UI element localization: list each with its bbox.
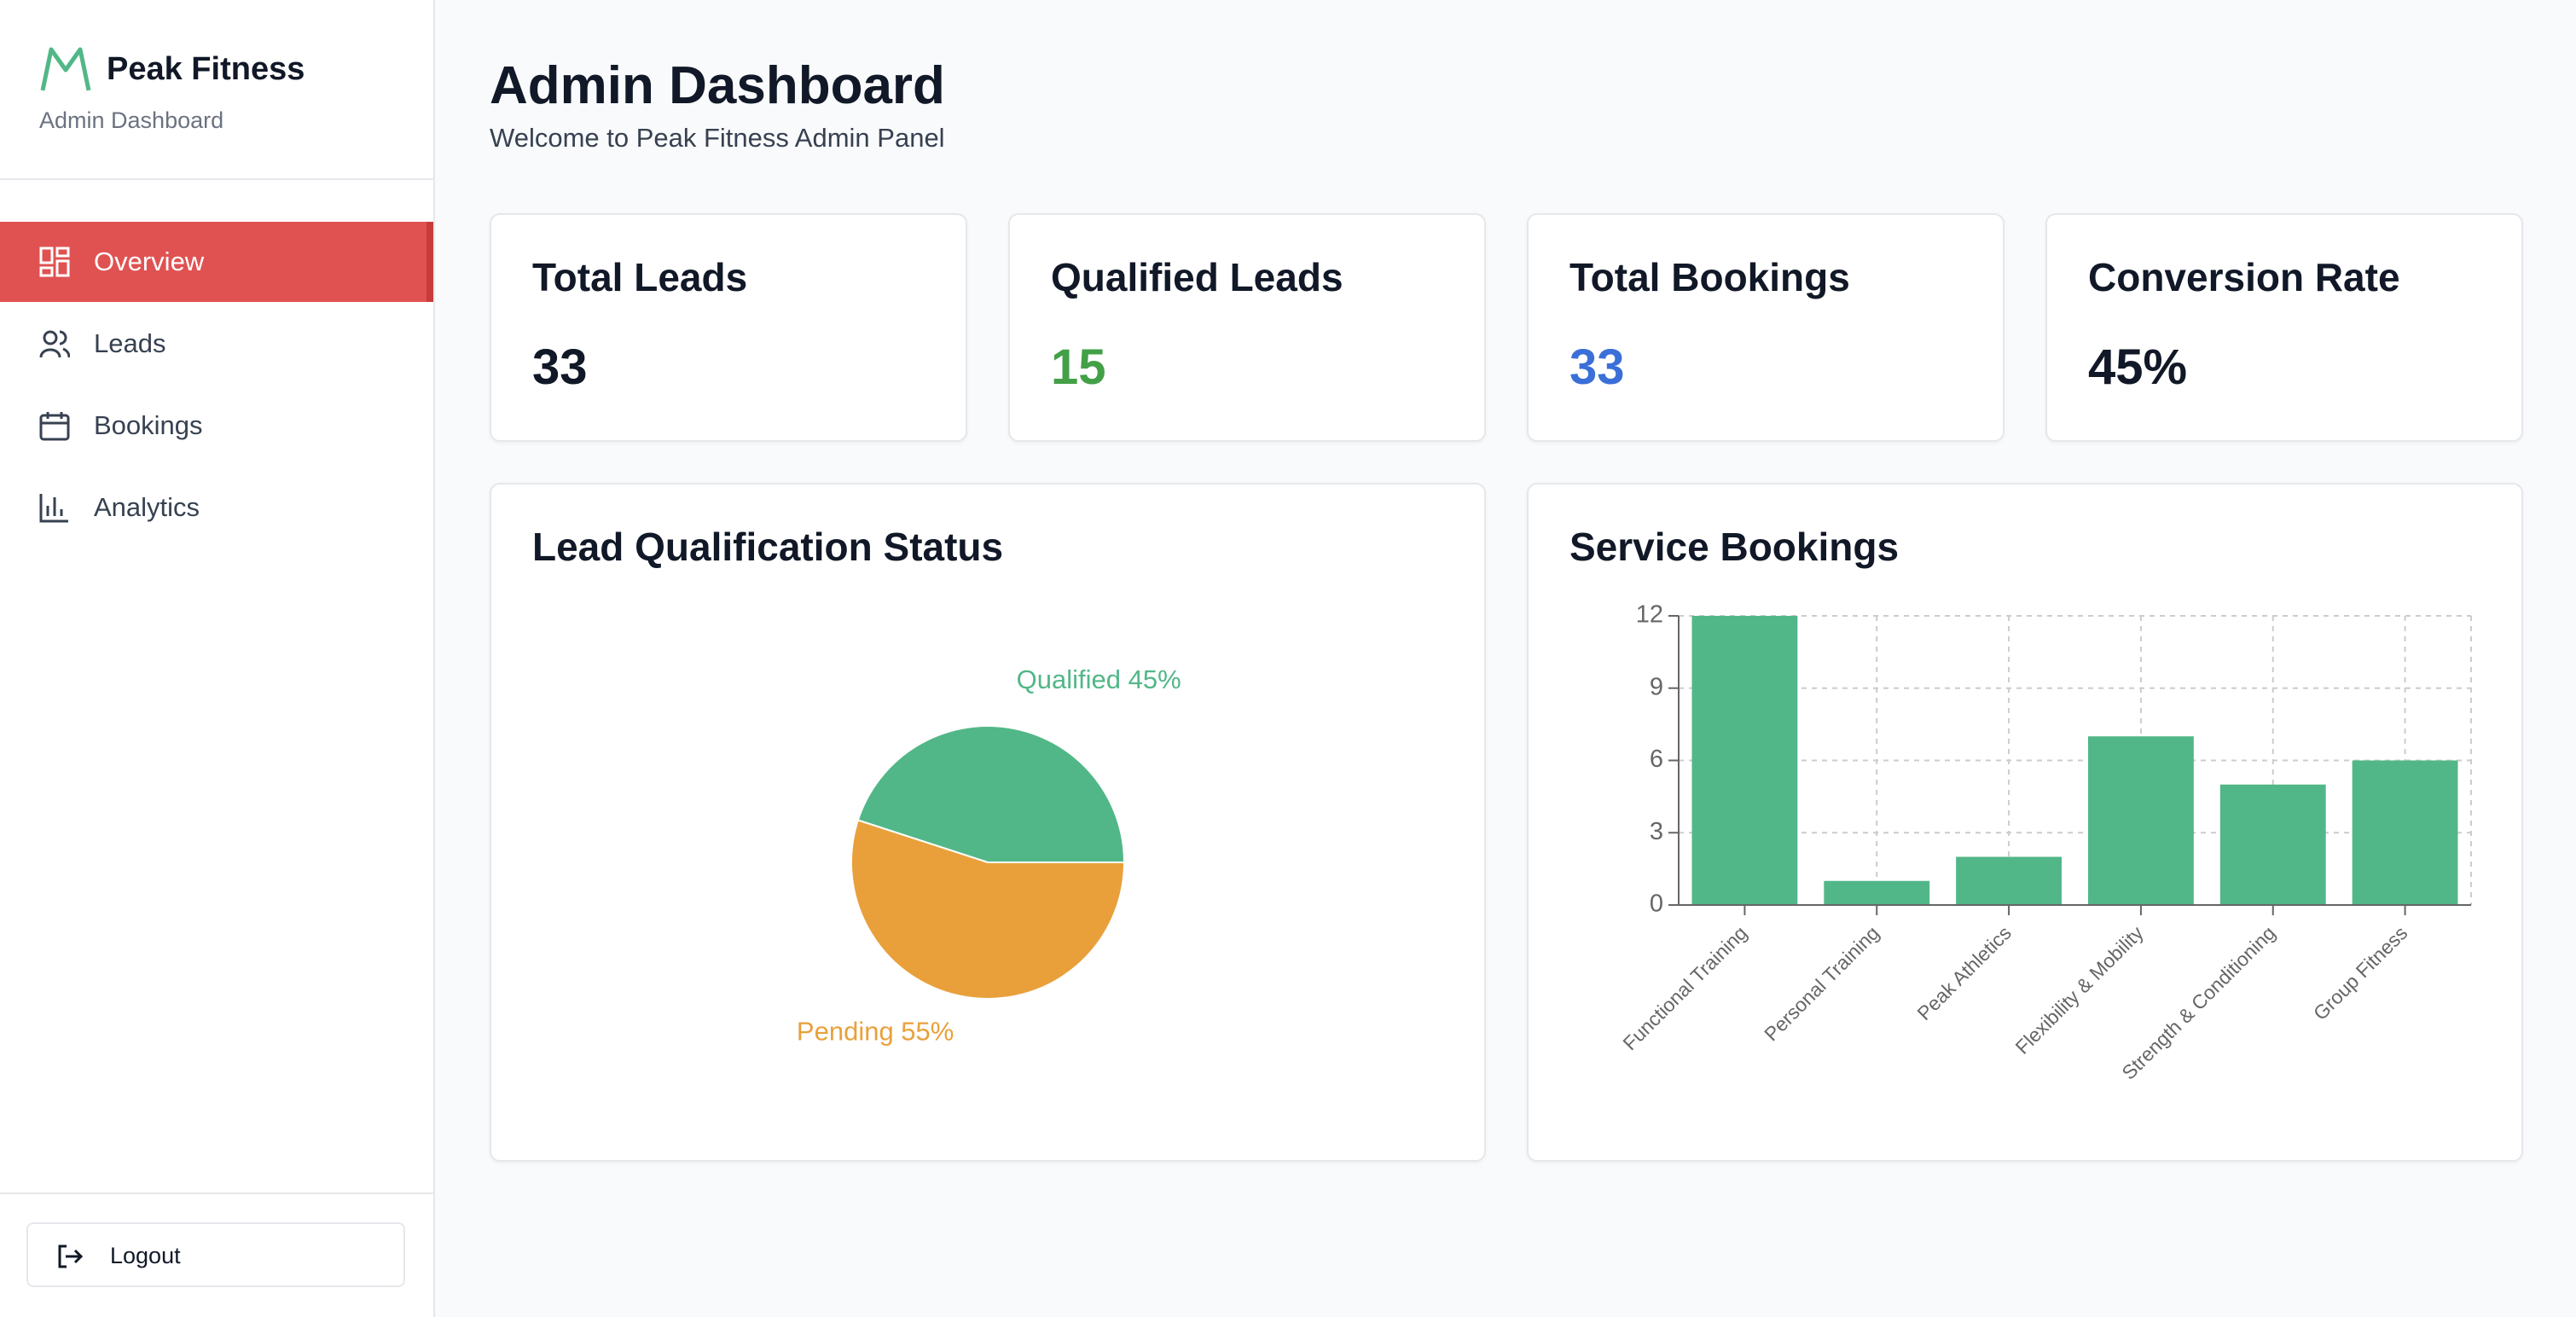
nav-item[interactable]: Bookings [0,386,433,466]
x-tick-label: Group Fitness [2309,921,2412,1024]
stat-label: Qualified Leads [1051,255,1343,299]
pie-label: Qualified 45% [1017,664,1181,694]
nav-label: Overview [94,247,205,276]
x-tick-label: Flexibility & Mobility [2010,921,2148,1059]
y-tick-label: 6 [1650,746,1663,773]
logo [40,47,91,91]
nav-item[interactable]: Leads [0,304,433,384]
stat-card: Conversion Rate 45% [2045,213,2523,442]
y-tick-label: 3 [1650,818,1663,845]
nav-label: Analytics [94,492,200,522]
divider [0,178,433,180]
logout-button[interactable]: Logout [26,1222,405,1287]
divider [0,1192,433,1194]
stat-value: 45% [2088,339,2188,395]
bar [1824,880,1930,905]
stat-label: Total Bookings [1569,255,1850,299]
page-subtitle: Welcome to Peak Fitness Admin Panel [490,123,945,153]
sidebar: Peak Fitness Admin Dashboard Overview Le… [0,0,435,1317]
pie-slice [850,819,1126,1000]
nav-item[interactable]: Overview [0,222,433,302]
stat-value: 33 [532,339,588,395]
icon [39,494,68,523]
nav-item[interactable]: Analytics [0,467,433,548]
x-tick-label: Peak Athletics [1912,921,2016,1024]
stat-card: Total Bookings 33 [1527,213,2005,442]
pie-label: Pending 55% [797,1017,954,1047]
stat-card: Qualified Leads 15 [1008,213,1486,442]
icon [39,247,70,277]
x-tick-label: Strength & Conditioning [2117,921,2279,1083]
pie-slice [856,725,1126,863]
bar [1956,856,2063,905]
chart-title: Lead Qualification Status [532,525,1004,569]
y-tick-label: 12 [1636,601,1663,629]
chart-title: Service Bookings [1569,525,1900,569]
x-tick-label: Functional Training [1618,921,1751,1054]
icon [58,1244,83,1268]
stat-label: Total Leads [532,255,748,299]
x-tick-label: Personal Training [1760,921,1883,1045]
bar [2087,736,2194,905]
y-tick-label: 0 [1650,891,1663,918]
brand: Peak Fitness [107,51,305,87]
logout-label: Logout [110,1243,181,1268]
nav-label: Bookings [94,410,203,440]
icon [39,412,70,441]
icon [39,330,70,358]
bar [1691,616,1798,905]
y-tick-label: 9 [1650,673,1663,700]
stat-label: Conversion Rate [2088,255,2400,299]
bar [2219,784,2326,905]
nav-label: Leads [94,328,166,358]
brand-subtitle: Admin Dashboard [39,107,224,133]
stat-card: Total Leads 33 [490,213,967,442]
stat-value: 33 [1569,339,1625,395]
page-title: Admin Dashboard [490,56,945,115]
stat-value: 15 [1051,339,1106,395]
bar [2352,760,2458,905]
